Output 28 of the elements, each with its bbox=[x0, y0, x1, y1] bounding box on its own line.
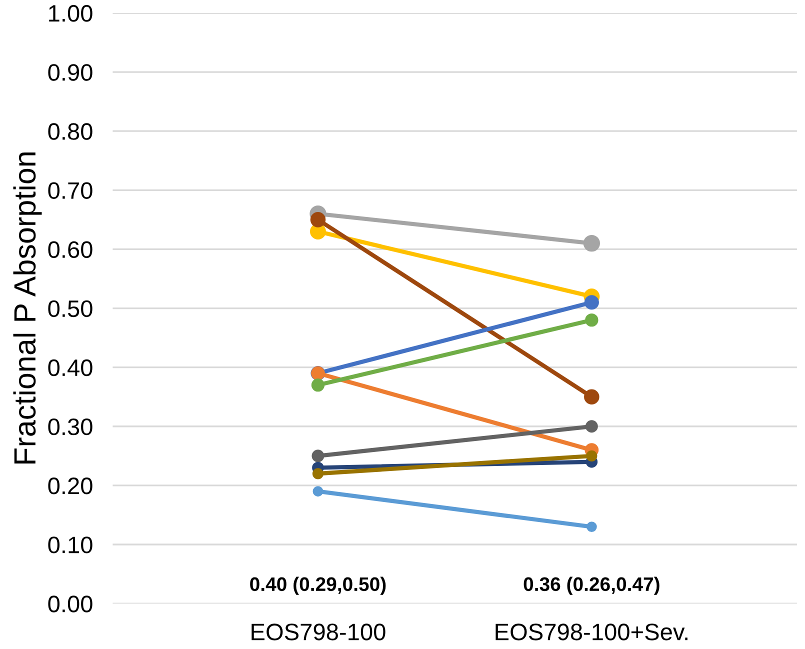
y-tick-label: 0.30 bbox=[48, 418, 92, 436]
point bbox=[312, 468, 324, 480]
point bbox=[583, 234, 600, 252]
point bbox=[584, 295, 599, 310]
point bbox=[310, 212, 326, 228]
y-tick-label: 0.80 bbox=[48, 123, 92, 140]
point bbox=[312, 486, 324, 497]
y-tick-label: 0.50 bbox=[48, 300, 92, 318]
y-tick-label: 0.90 bbox=[48, 64, 92, 81]
point bbox=[586, 450, 598, 462]
x-tick-label: EOS798-100 bbox=[252, 624, 386, 640]
y-tick-label: 0.40 bbox=[48, 359, 92, 376]
point bbox=[585, 420, 598, 433]
y-tick-label: 0.20 bbox=[48, 478, 92, 494]
y-tick-label: 0.10 bbox=[48, 536, 92, 554]
x-tick-label: EOS798-100+Sev. bbox=[496, 624, 688, 640]
point bbox=[585, 313, 598, 327]
y-axis-title: Fractional P Absorption bbox=[13, 152, 42, 464]
annotation: 0.36 (0.26,0.47) bbox=[524, 576, 660, 595]
y-tick-label: 0.00 bbox=[48, 596, 92, 612]
point bbox=[586, 522, 597, 532]
annotation: 0.40 (0.29,0.50) bbox=[250, 576, 386, 595]
y-tick-label: 0.60 bbox=[48, 241, 92, 258]
point bbox=[311, 378, 325, 392]
y-tick-label: 1.00 bbox=[49, 5, 92, 22]
point bbox=[584, 389, 600, 405]
y-tick-label: 0.70 bbox=[48, 182, 92, 199]
point bbox=[312, 450, 324, 462]
